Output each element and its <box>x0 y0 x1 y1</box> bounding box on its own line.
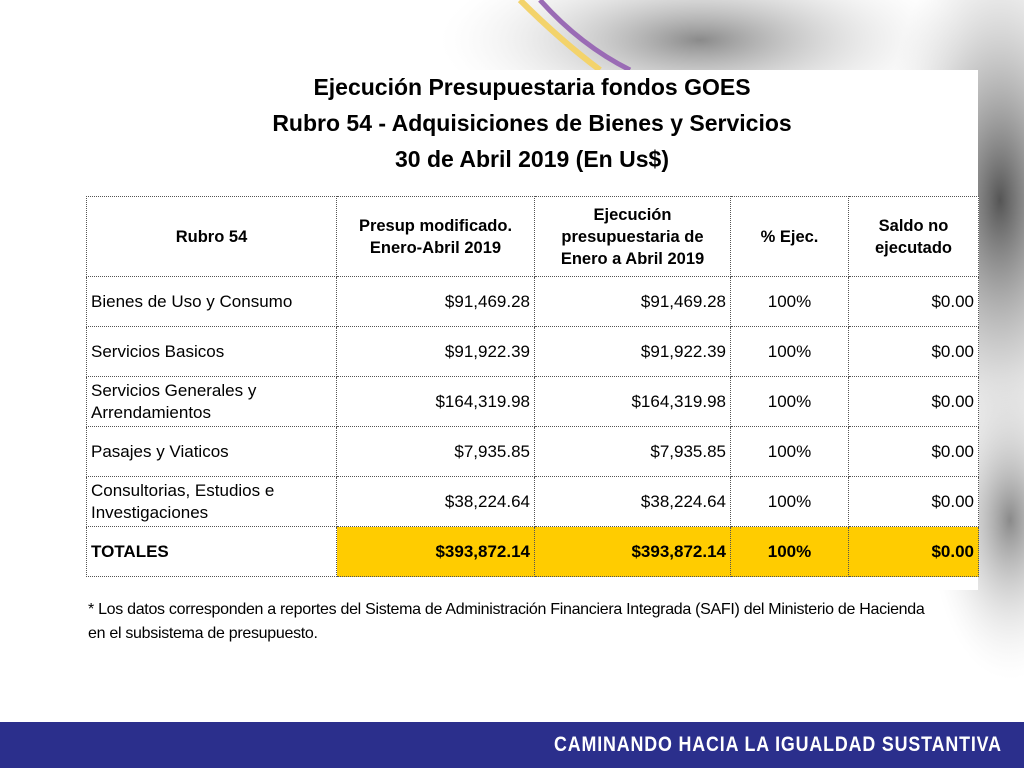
cell: 100% <box>730 326 849 377</box>
footnote: * Los datos corresponden a reportes del … <box>88 601 925 642</box>
cell: 100% <box>730 376 849 427</box>
cell: Servicios Generales y Arrendamientos <box>86 376 337 427</box>
cell: $0.00 <box>848 476 979 527</box>
total-cell: 100% <box>730 526 849 577</box>
budget-table: Rubro 54 Presup modificado. Enero-Abril 2… <box>86 196 979 577</box>
cell: Bienes de Uso y Consumo <box>86 276 337 327</box>
cell: $91,922.39 <box>336 326 535 377</box>
footer-banner: CAMINANDO HACIA LA IGUALDAD SUSTANTIVA <box>0 722 1024 768</box>
header-cell: Rubro 54 <box>86 196 337 277</box>
cell: $91,469.28 <box>534 276 731 327</box>
cell: Servicios Basicos <box>86 326 337 377</box>
title-line: Ejecución Presupuestaria fondos GOES <box>313 74 751 100</box>
cell: $164,319.98 <box>534 376 731 427</box>
total-cell: TOTALES <box>86 526 337 577</box>
footer-text: CAMINANDO HACIA LA IGUALDAD SUSTANTIVA <box>554 733 1002 756</box>
cell: Pasajes y Viaticos <box>86 426 337 477</box>
cell: $164,319.98 <box>336 376 535 427</box>
title-line: 30 de Abril 2019 (En Us$) <box>395 146 669 172</box>
cell: Consultorias, Estudios e Investigaciones <box>86 476 337 527</box>
cell: 100% <box>730 476 849 527</box>
cell: $0.00 <box>848 426 979 477</box>
data-row: Servicios Basicos $91,922.39 $91,922.39 100… <box>86 326 979 377</box>
data-row: Servicios Generales y Arrendamientos $164… <box>86 376 979 427</box>
totals-row: TOTALES $393,872.14 $393,872.14 100% $0.00 <box>86 526 979 577</box>
header-cell: Ejecución presupuestaria de Enero a Abri… <box>534 196 731 277</box>
cell: $91,922.39 <box>534 326 731 377</box>
cell: $0.00 <box>848 276 979 327</box>
data-row: Bienes de Uso y Consumo $91,469.28 $91,469… <box>86 276 979 327</box>
header-cell: % Ejec. <box>730 196 849 277</box>
data-row: Pasajes y Viaticos $7,935.85 $7,935.85 100%… <box>86 426 979 477</box>
header-row: Rubro 54 Presup modificado. Enero-Abril 2… <box>86 196 979 277</box>
title-line: Rubro 54 - Adquisiciones de Bienes y Ser… <box>272 110 792 136</box>
cell: $7,935.85 <box>336 426 535 477</box>
cell: 100% <box>730 276 849 327</box>
cell: $0.00 <box>848 376 979 427</box>
header-cell: Presup modificado. Enero-Abril 2019 <box>336 196 535 277</box>
cell: $0.00 <box>848 326 979 377</box>
cell: $91,469.28 <box>336 276 535 327</box>
total-cell: $393,872.14 <box>336 526 535 577</box>
total-cell: $393,872.14 <box>534 526 731 577</box>
data-row: Consultorias, Estudios e Investigaciones… <box>86 476 979 527</box>
cell: 100% <box>730 426 849 477</box>
cell: $38,224.64 <box>534 476 731 527</box>
header-cell: Saldo no ejecutado <box>848 196 979 277</box>
total-cell: $0.00 <box>848 526 979 577</box>
cell: $7,935.85 <box>534 426 731 477</box>
cell: $38,224.64 <box>336 476 535 527</box>
